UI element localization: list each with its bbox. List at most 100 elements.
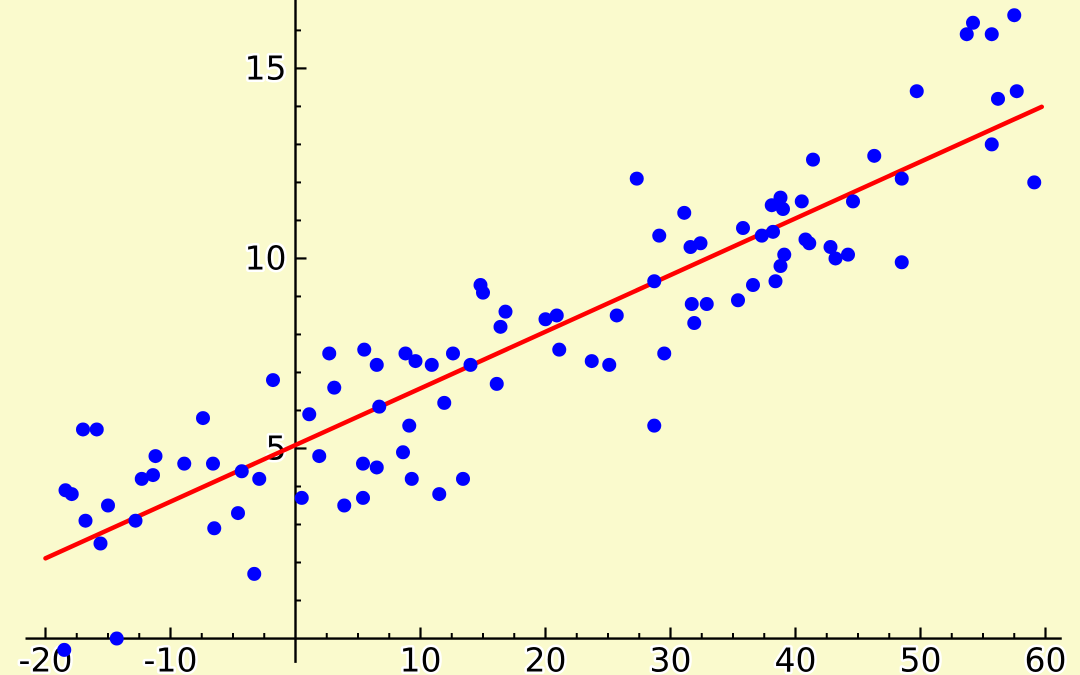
scatter-point bbox=[327, 380, 342, 395]
scatter-point bbox=[609, 308, 624, 323]
scatter-point bbox=[538, 312, 553, 327]
scatter-point bbox=[78, 513, 93, 528]
scatter-point bbox=[754, 228, 769, 243]
scatter-point bbox=[699, 297, 714, 312]
scatter-point bbox=[64, 487, 79, 502]
axis-ticks bbox=[44, 29, 1047, 639]
scatter-point bbox=[684, 297, 699, 312]
scatter-point bbox=[437, 395, 452, 410]
scatter-point bbox=[1009, 84, 1024, 99]
scatter-point bbox=[356, 456, 370, 471]
regression-line bbox=[43, 104, 1044, 561]
scatter-point bbox=[552, 342, 567, 357]
scatter-point bbox=[322, 346, 337, 361]
scatter-point bbox=[828, 251, 843, 266]
scatter-point bbox=[196, 411, 210, 426]
scatter-point bbox=[148, 449, 163, 464]
scatter-point bbox=[302, 407, 317, 422]
scatter-point bbox=[746, 278, 760, 293]
scatter-point bbox=[498, 304, 513, 319]
scatter-point bbox=[991, 91, 1005, 106]
scatter-point bbox=[89, 422, 104, 437]
scatter-point bbox=[647, 274, 662, 289]
scatter-point bbox=[369, 460, 384, 475]
scatter-point bbox=[647, 418, 662, 433]
scatter-point bbox=[802, 236, 817, 251]
scatter-point bbox=[909, 84, 924, 99]
scatter-point bbox=[841, 247, 855, 262]
scatter-point bbox=[476, 285, 490, 300]
scatter-point bbox=[776, 202, 790, 217]
x-tick-label: 50 bbox=[900, 641, 942, 675]
scatter-point bbox=[146, 468, 160, 483]
scatter-point bbox=[207, 521, 222, 536]
scatter-point bbox=[984, 27, 999, 42]
scatter-point bbox=[867, 148, 882, 163]
scatter-point bbox=[984, 137, 999, 152]
scatter-point bbox=[693, 236, 708, 251]
scatter-point bbox=[206, 456, 220, 471]
scatter-point bbox=[128, 513, 143, 528]
data-points bbox=[57, 8, 1042, 657]
scatter-point bbox=[312, 449, 327, 464]
scatter-point bbox=[93, 536, 108, 551]
scatter-point bbox=[404, 471, 419, 486]
scatter-point bbox=[234, 464, 249, 479]
scatter-point bbox=[773, 190, 788, 205]
scatter-point bbox=[357, 342, 372, 357]
scatter-point bbox=[1027, 175, 1042, 190]
y-tick-label: 10 bbox=[245, 238, 287, 277]
scatter-point bbox=[493, 319, 508, 334]
scatter-point bbox=[736, 221, 750, 236]
scatter-point bbox=[677, 205, 692, 220]
y-tick-label: 5 bbox=[266, 428, 287, 467]
scatter-point bbox=[549, 308, 564, 323]
scatter-point bbox=[369, 357, 384, 372]
x-tick-label: -10 bbox=[144, 641, 198, 675]
x-tick-label: 40 bbox=[775, 641, 817, 675]
scatter-point bbox=[372, 399, 387, 414]
scatter-point bbox=[773, 259, 788, 274]
scatter-point bbox=[846, 194, 860, 209]
scatter-point bbox=[731, 293, 745, 308]
scatter-point bbox=[602, 357, 617, 372]
scatter-point bbox=[629, 171, 644, 186]
scatter-point bbox=[894, 171, 909, 186]
scatter-point bbox=[489, 376, 504, 391]
scatter-point bbox=[766, 224, 780, 239]
x-tick-label: 60 bbox=[1025, 641, 1067, 675]
scatter-point bbox=[463, 357, 478, 372]
scatter-point bbox=[101, 498, 115, 513]
scatter-point bbox=[823, 240, 838, 255]
best-fit-line bbox=[43, 104, 1044, 561]
scatter-point bbox=[777, 247, 792, 262]
scatter-point bbox=[252, 471, 267, 486]
scatter-point bbox=[231, 506, 245, 521]
scatter-point bbox=[57, 642, 72, 657]
scatter-point bbox=[356, 490, 370, 505]
scatter-point bbox=[584, 354, 599, 369]
scatter-point bbox=[408, 354, 423, 369]
scatter-point bbox=[959, 27, 974, 42]
scatter-point bbox=[177, 456, 192, 471]
scatter-point bbox=[432, 487, 447, 502]
scatter-point bbox=[109, 631, 124, 646]
scatter-point bbox=[134, 471, 149, 486]
scatter-point bbox=[76, 422, 90, 437]
scatter-point bbox=[266, 373, 280, 388]
scatter-point bbox=[794, 194, 809, 209]
scatter-point bbox=[247, 566, 262, 581]
scatter-point bbox=[894, 255, 909, 270]
scatter-point bbox=[402, 418, 417, 433]
scatter-point bbox=[294, 490, 309, 505]
scatter-point bbox=[768, 274, 783, 289]
scatter-point bbox=[966, 15, 980, 30]
x-tick-label: 10 bbox=[400, 641, 442, 675]
scatter-point bbox=[1007, 8, 1022, 23]
y-tick-label: 15 bbox=[245, 48, 287, 87]
x-tick-label: 20 bbox=[525, 641, 567, 675]
scatter-point bbox=[652, 228, 667, 243]
scatter-point bbox=[396, 445, 410, 460]
scatter-point bbox=[657, 346, 672, 361]
